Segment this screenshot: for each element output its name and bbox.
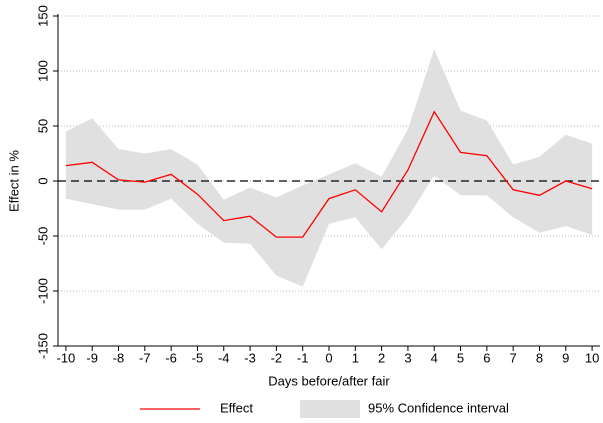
x-tick-label: -9 [86, 350, 98, 365]
x-tick-label: 5 [457, 350, 464, 365]
legend-swatch [300, 400, 360, 418]
confidence-band [65, 49, 593, 287]
x-tick-label: -6 [165, 350, 177, 365]
x-tick-label: 10 [585, 350, 599, 365]
x-tick-label: 3 [404, 350, 411, 365]
x-axis-title: Days before/after fair [268, 373, 390, 388]
x-tick-label: -4 [218, 350, 230, 365]
x-tick-label: -2 [271, 350, 283, 365]
x-tick-label: 0 [325, 350, 332, 365]
x-tick-label: -1 [297, 350, 309, 365]
y-tick-label: 100 [35, 60, 50, 82]
y-tick-label: -150 [35, 333, 50, 359]
effect-line [65, 110, 593, 238]
x-tick-label: 4 [431, 350, 438, 365]
legend-label: 95% Confidence interval [368, 400, 509, 415]
x-tick-label: -8 [113, 350, 125, 365]
x-tick-label: 6 [483, 350, 490, 365]
x-tick-label: 1 [352, 350, 359, 365]
y-tick-label: -50 [35, 227, 50, 246]
x-tick-label: 7 [510, 350, 517, 365]
x-tick-label: -10 [56, 350, 75, 365]
y-tick-label: 50 [35, 119, 50, 133]
y-tick-label: -100 [35, 278, 50, 304]
y-tick-label: 150 [35, 5, 50, 27]
x-tick-label: 9 [562, 350, 569, 365]
x-tick-label: -5 [192, 350, 204, 365]
x-tick-label: -7 [139, 350, 151, 365]
y-tick-label: 0 [35, 177, 50, 184]
x-tick-label: -3 [244, 350, 256, 365]
legend-label: Effect [220, 400, 253, 415]
x-tick-label: 2 [378, 350, 385, 365]
x-tick-label: 8 [536, 350, 543, 365]
y-axis-title: Effect in % [6, 150, 21, 212]
